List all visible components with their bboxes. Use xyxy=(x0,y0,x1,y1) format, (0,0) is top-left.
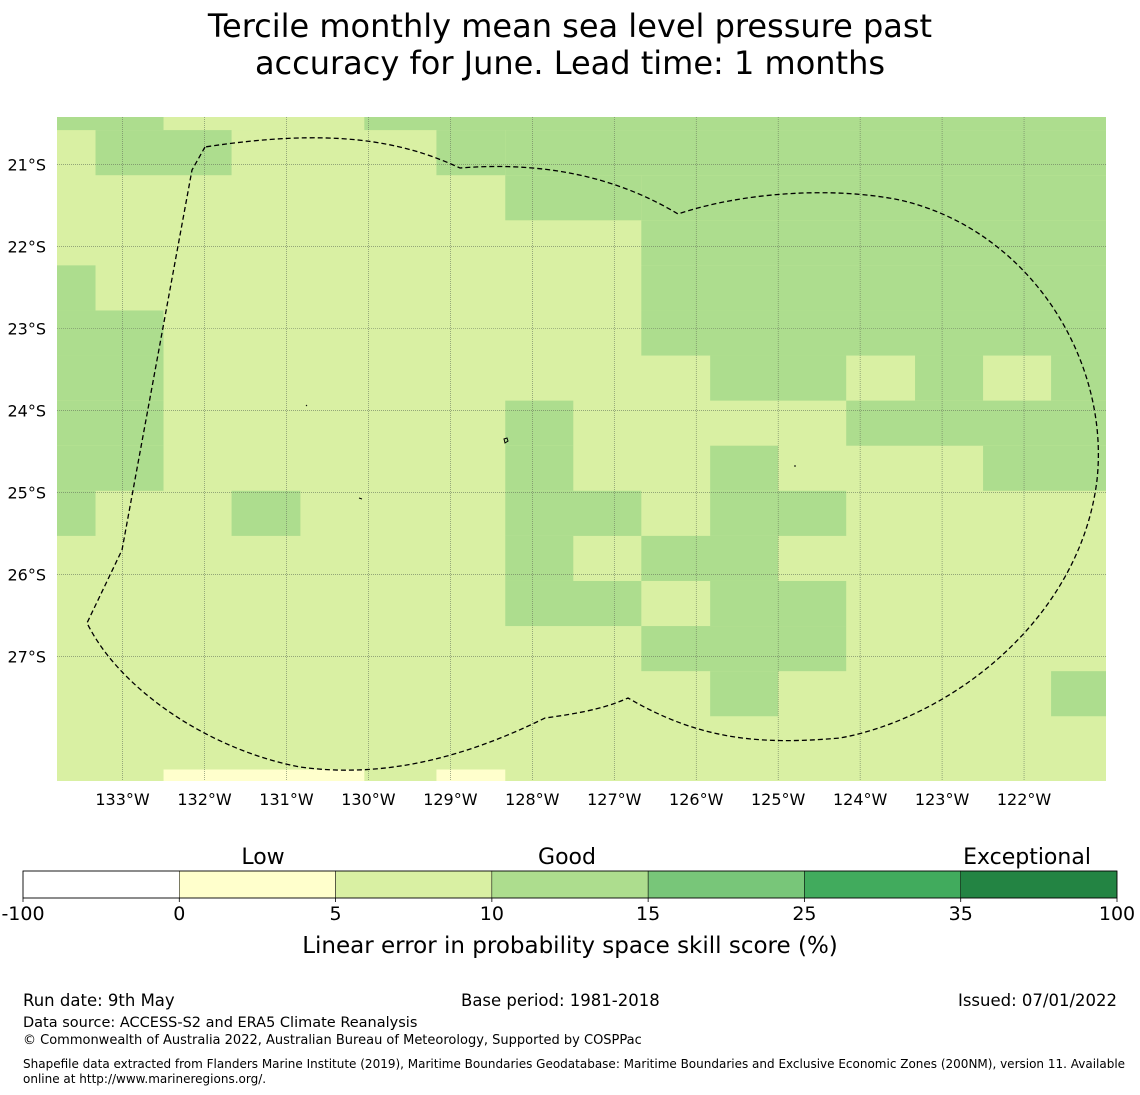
latitude-label: 26°S xyxy=(7,565,46,584)
skill-cell xyxy=(641,310,1106,356)
skill-cell xyxy=(505,490,642,536)
copyright: © Commonwealth of Australia 2022, Austra… xyxy=(23,1033,642,1048)
run-date: Run date: 9th May xyxy=(23,991,175,1010)
longitude-label: 129°W xyxy=(423,790,478,809)
latitude-label: 21°S xyxy=(7,156,46,175)
eez-outline xyxy=(86,137,1099,771)
latitude-label: 23°S xyxy=(7,319,46,338)
colorbar-bin xyxy=(647,870,805,899)
island-pitcairn xyxy=(358,497,363,500)
latitude-label: 27°S xyxy=(7,647,46,666)
data-source: Data source: ACCESS-S2 and ERA5 Climate … xyxy=(23,1015,418,1031)
colorbar-ticks: -100 0 5 10 15 25 35 100 xyxy=(1,898,1135,925)
colorbar-tick-label: 5 xyxy=(330,903,342,925)
skill-cell xyxy=(436,130,506,176)
skill-cell xyxy=(505,535,574,581)
skill-cell xyxy=(163,117,365,131)
skill-cell xyxy=(641,175,1106,221)
skill-cell xyxy=(57,117,164,131)
map-figure: 133°W 132°W 131°W 130°W 129°W 128°W 127°W 126°W… xyxy=(1,117,1135,959)
colorbar-tick-label: -100 xyxy=(1,903,44,925)
longitude-label: 126°W xyxy=(669,790,724,809)
colorbar-tick-label: 10 xyxy=(480,903,504,925)
skill-cell xyxy=(641,535,779,581)
map-area xyxy=(57,117,1107,781)
latitude-label: 22°S xyxy=(7,238,46,257)
title-line-2: accuracy for June. Lead time: 1 months xyxy=(254,44,886,82)
longitude-label: 127°W xyxy=(587,790,642,809)
graticule xyxy=(57,117,1106,781)
skill-cell xyxy=(710,671,779,717)
eez-boundary xyxy=(86,137,1099,771)
colorbar-bin xyxy=(335,870,493,899)
longitude-label: 131°W xyxy=(259,790,314,809)
island-oeno xyxy=(305,404,308,407)
skill-cell xyxy=(436,769,506,781)
skill-cell xyxy=(57,445,164,491)
colorbar-tick-label: 0 xyxy=(173,903,185,925)
longitude-label: 122°W xyxy=(997,790,1052,809)
colorbar-category-exceptional: Exceptional xyxy=(963,845,1091,870)
latitude-label: 25°S xyxy=(7,483,46,502)
skill-cell xyxy=(57,400,164,446)
latitude-label: 24°S xyxy=(7,401,46,420)
skill-cell xyxy=(505,175,642,221)
colorbar-bin xyxy=(179,870,336,899)
island-henderson xyxy=(503,437,509,444)
map-title: Tercile monthly mean sea level pressure … xyxy=(0,8,1140,82)
skill-cell xyxy=(846,400,1106,446)
longitude-label: 124°W xyxy=(833,790,888,809)
skill-cell xyxy=(641,220,1106,266)
skill-cell xyxy=(163,769,365,781)
colorbar-tick-label: 100 xyxy=(1099,903,1135,925)
skill-cell xyxy=(641,626,847,672)
longitude-label: 132°W xyxy=(177,790,232,809)
skill-cell xyxy=(57,265,96,311)
colorbar-label: Linear error in probability space skill … xyxy=(302,933,838,959)
colorbar-tick-label: 15 xyxy=(636,903,660,925)
longitude-labels: 133°W 132°W 131°W 130°W 129°W 128°W 127°W 126°W… xyxy=(95,790,1051,809)
base-period: Base period: 1981-2018 xyxy=(461,991,660,1010)
colorbar-category-good: Good xyxy=(538,845,596,870)
colorbar-tick-label: 35 xyxy=(949,903,973,925)
skill-cell xyxy=(364,117,1106,131)
colorbar-category-low: Low xyxy=(241,845,284,870)
longitude-label: 123°W xyxy=(915,790,970,809)
skill-cell xyxy=(505,400,574,446)
skill-cell xyxy=(1051,355,1106,401)
skill-cell xyxy=(57,355,164,401)
longitude-label: 130°W xyxy=(341,790,396,809)
shapefile-credit: Shapefile data extracted from Flanders M… xyxy=(23,1057,1126,1086)
colorbar: Low Good Exceptional -100 0 5 10 15 25 35 100 L… xyxy=(1,845,1135,959)
skill-cell xyxy=(505,130,1107,176)
skill-cell xyxy=(95,130,232,176)
longitude-label: 133°W xyxy=(95,790,150,809)
skill-cell xyxy=(641,265,1106,311)
longitude-label: 125°W xyxy=(751,790,806,809)
colorbar-bin xyxy=(804,870,961,899)
title-line-1: Tercile monthly mean sea level pressure … xyxy=(207,7,933,45)
colorbar-bins xyxy=(22,870,1118,899)
skill-cell xyxy=(505,580,642,627)
latitude-labels: 21°S 22°S 23°S 24°S 25°S 26°S 27°S xyxy=(7,156,46,667)
skill-cell xyxy=(57,310,164,356)
skill-cell xyxy=(915,355,984,401)
colorbar-bin xyxy=(491,870,649,899)
skill-cell xyxy=(983,445,1106,491)
skill-cell xyxy=(505,445,574,491)
skill-cell xyxy=(231,490,301,536)
longitude-label: 128°W xyxy=(505,790,560,809)
skill-cell xyxy=(57,490,96,536)
colorbar-bin xyxy=(22,870,180,899)
skill-cell xyxy=(710,445,779,491)
skill-cell xyxy=(1051,671,1106,717)
colorbar-frame xyxy=(22,870,1118,899)
colorbar-bin xyxy=(960,870,1118,899)
colorbar-tick-label: 25 xyxy=(792,903,816,925)
issued-date: Issued: 07/01/2022 xyxy=(957,991,1117,1010)
